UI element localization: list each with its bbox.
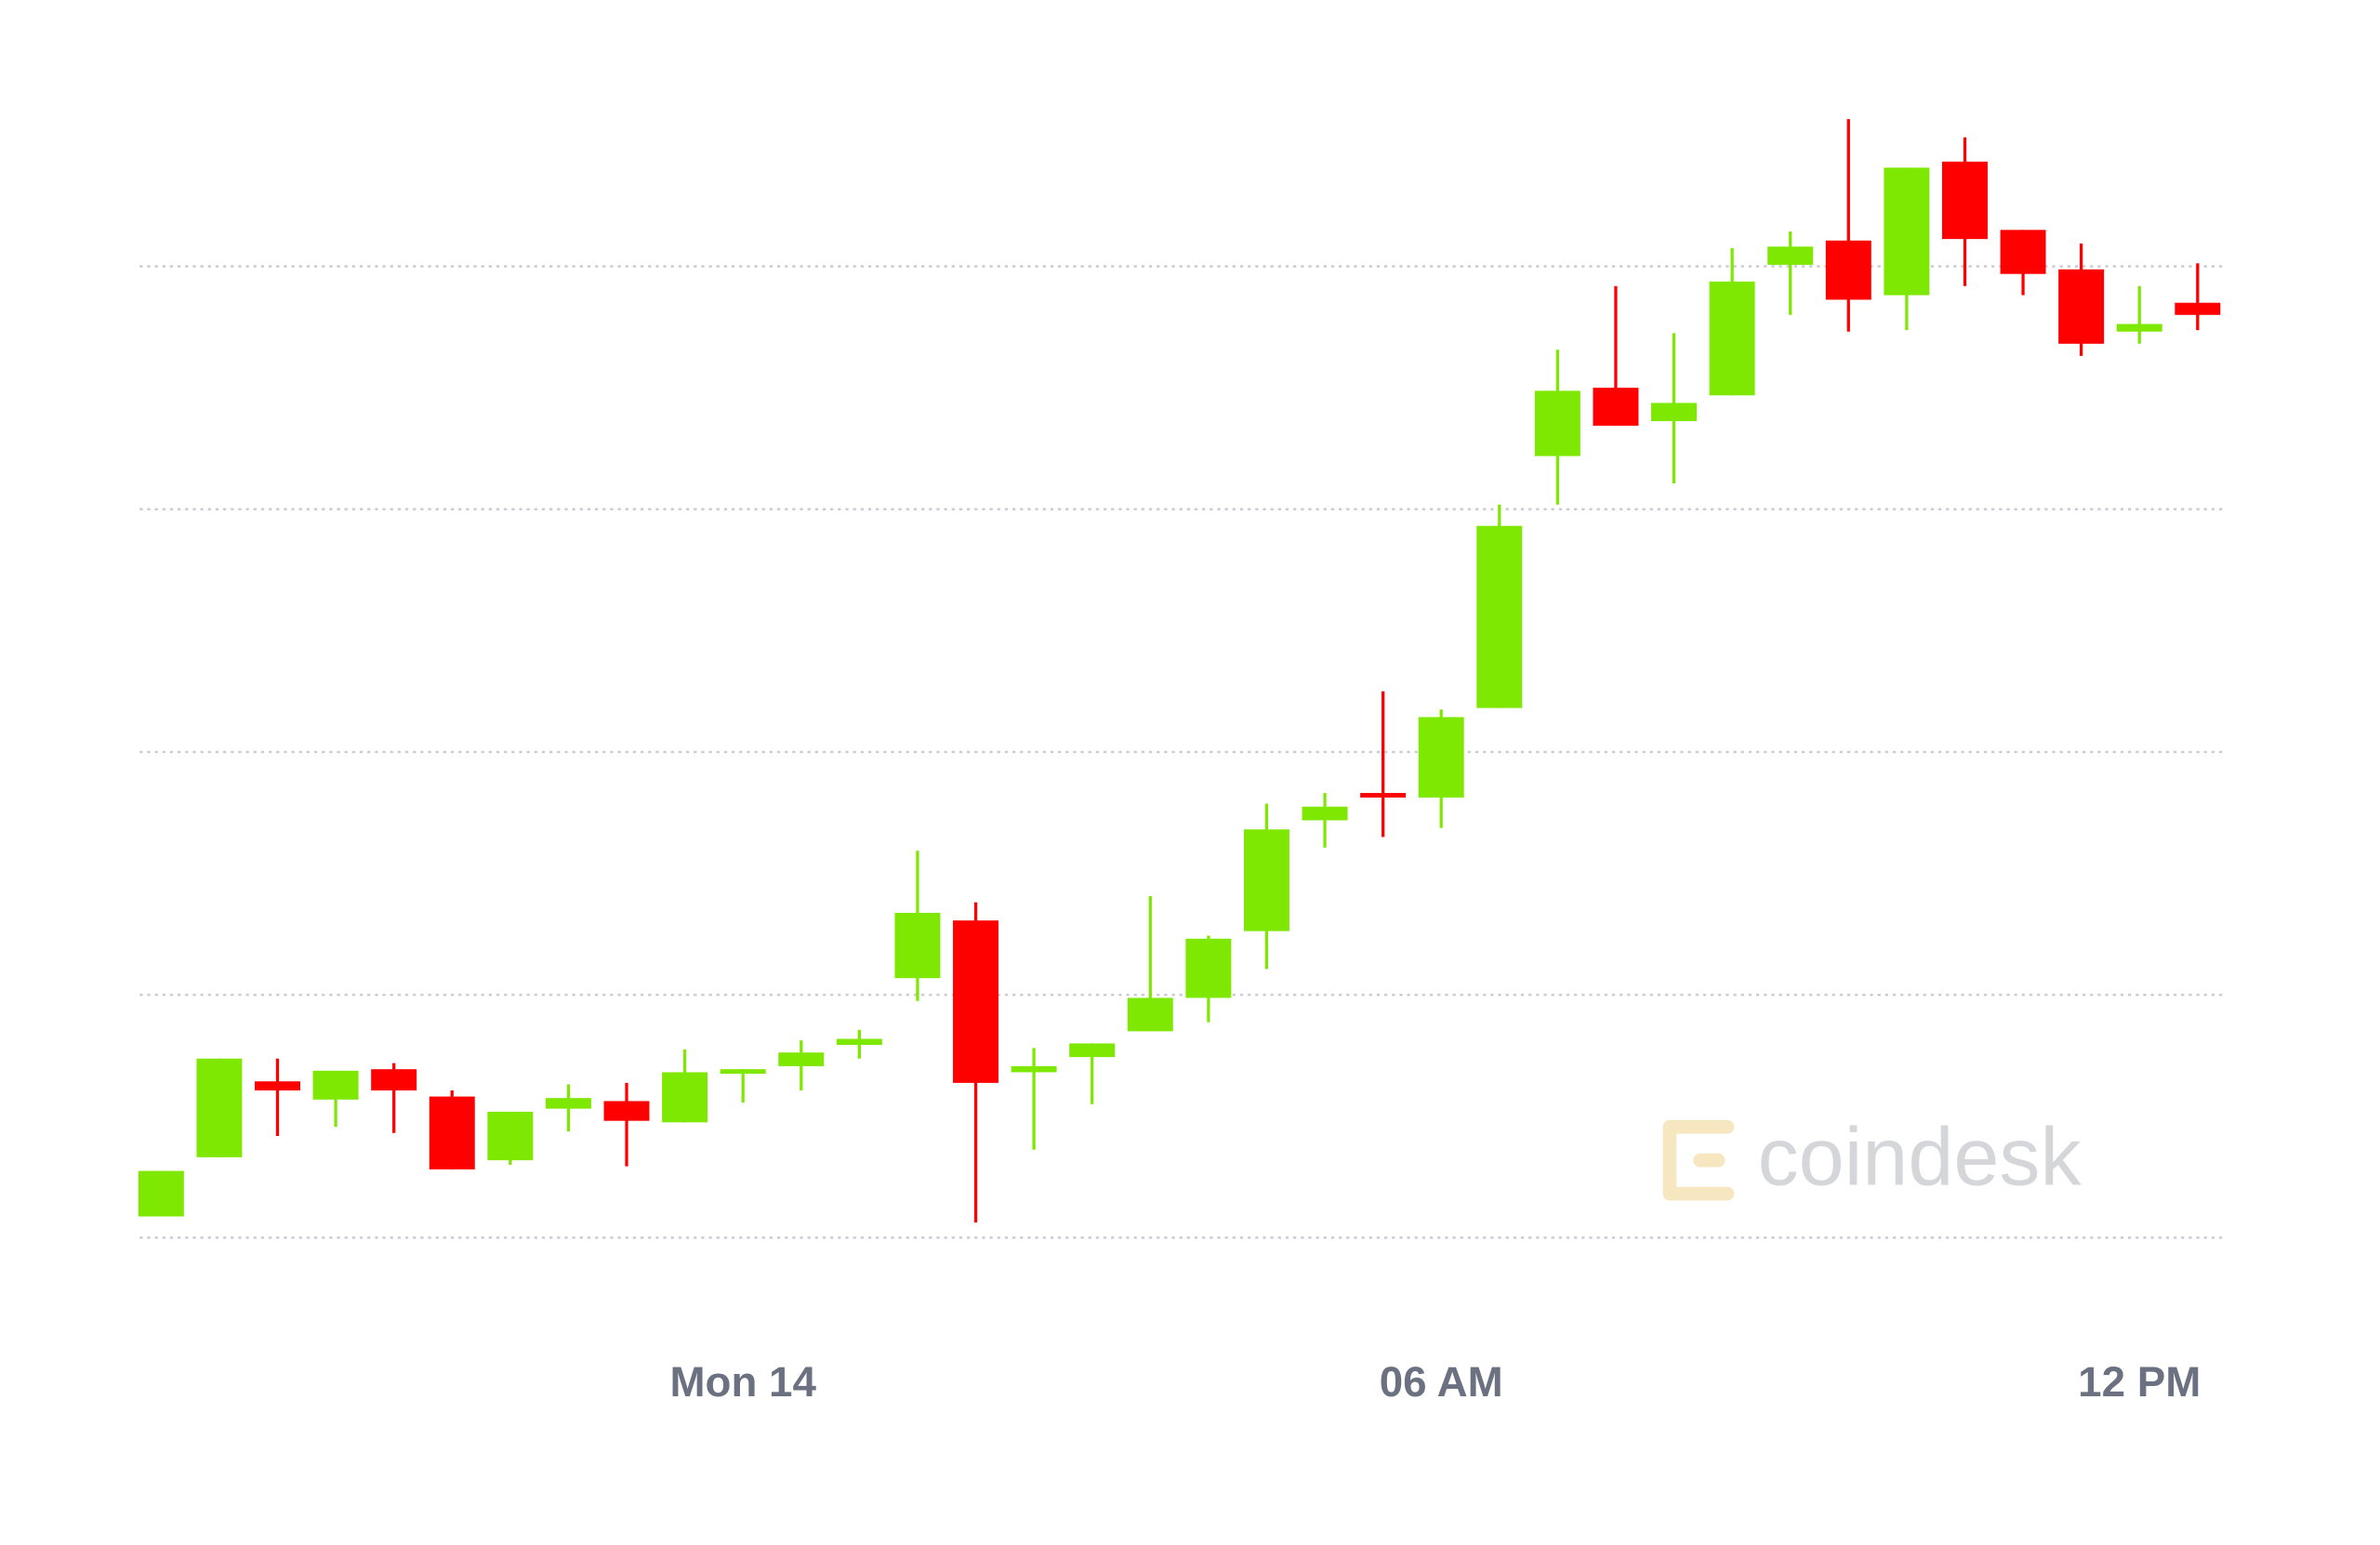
candle-body <box>1825 240 1871 300</box>
watermark-logo <box>1662 1119 1735 1201</box>
candle-body <box>255 1081 300 1091</box>
candle-body <box>2175 302 2221 315</box>
candle-body <box>1011 1065 1057 1073</box>
watermark: coindesk <box>1758 1111 2082 1203</box>
candle-body <box>1593 388 1639 426</box>
x-tick-label: 06 AM <box>1380 1358 1503 1406</box>
candle-body <box>1476 525 1523 708</box>
candle-body <box>1243 829 1289 931</box>
candle-body <box>1127 997 1173 1032</box>
candle-body <box>371 1069 417 1091</box>
candle-body <box>720 1069 766 1075</box>
candle-body <box>1767 246 1814 265</box>
candle-body <box>1941 161 1988 240</box>
candle-body <box>1302 806 1348 821</box>
candle-body <box>545 1098 591 1109</box>
candle-body <box>662 1072 708 1123</box>
candle-body <box>1884 167 1930 296</box>
candle-body <box>1185 938 1232 998</box>
candle-body <box>603 1101 650 1121</box>
candle-body <box>1709 281 1755 396</box>
candle-body <box>1534 390 1580 456</box>
candle-body <box>953 920 999 1083</box>
candle-body <box>836 1038 882 1046</box>
candle-body <box>2058 269 2105 344</box>
x-tick-label: Mon 14 <box>669 1358 816 1406</box>
candle-body <box>196 1058 243 1157</box>
candle-body <box>778 1052 825 1066</box>
candle-body <box>429 1096 475 1169</box>
candle-body <box>1418 717 1464 798</box>
candle-body <box>138 1170 184 1217</box>
candle-body <box>487 1111 534 1161</box>
candle-body <box>312 1070 359 1100</box>
candle-body <box>1651 403 1698 422</box>
candle-body <box>2116 324 2162 332</box>
candle-body <box>1360 793 1407 798</box>
candle-body <box>1069 1043 1116 1058</box>
candle-body <box>2000 230 2046 274</box>
x-tick-label: 12 PM <box>2078 1358 2201 1406</box>
candle-body <box>894 913 941 979</box>
